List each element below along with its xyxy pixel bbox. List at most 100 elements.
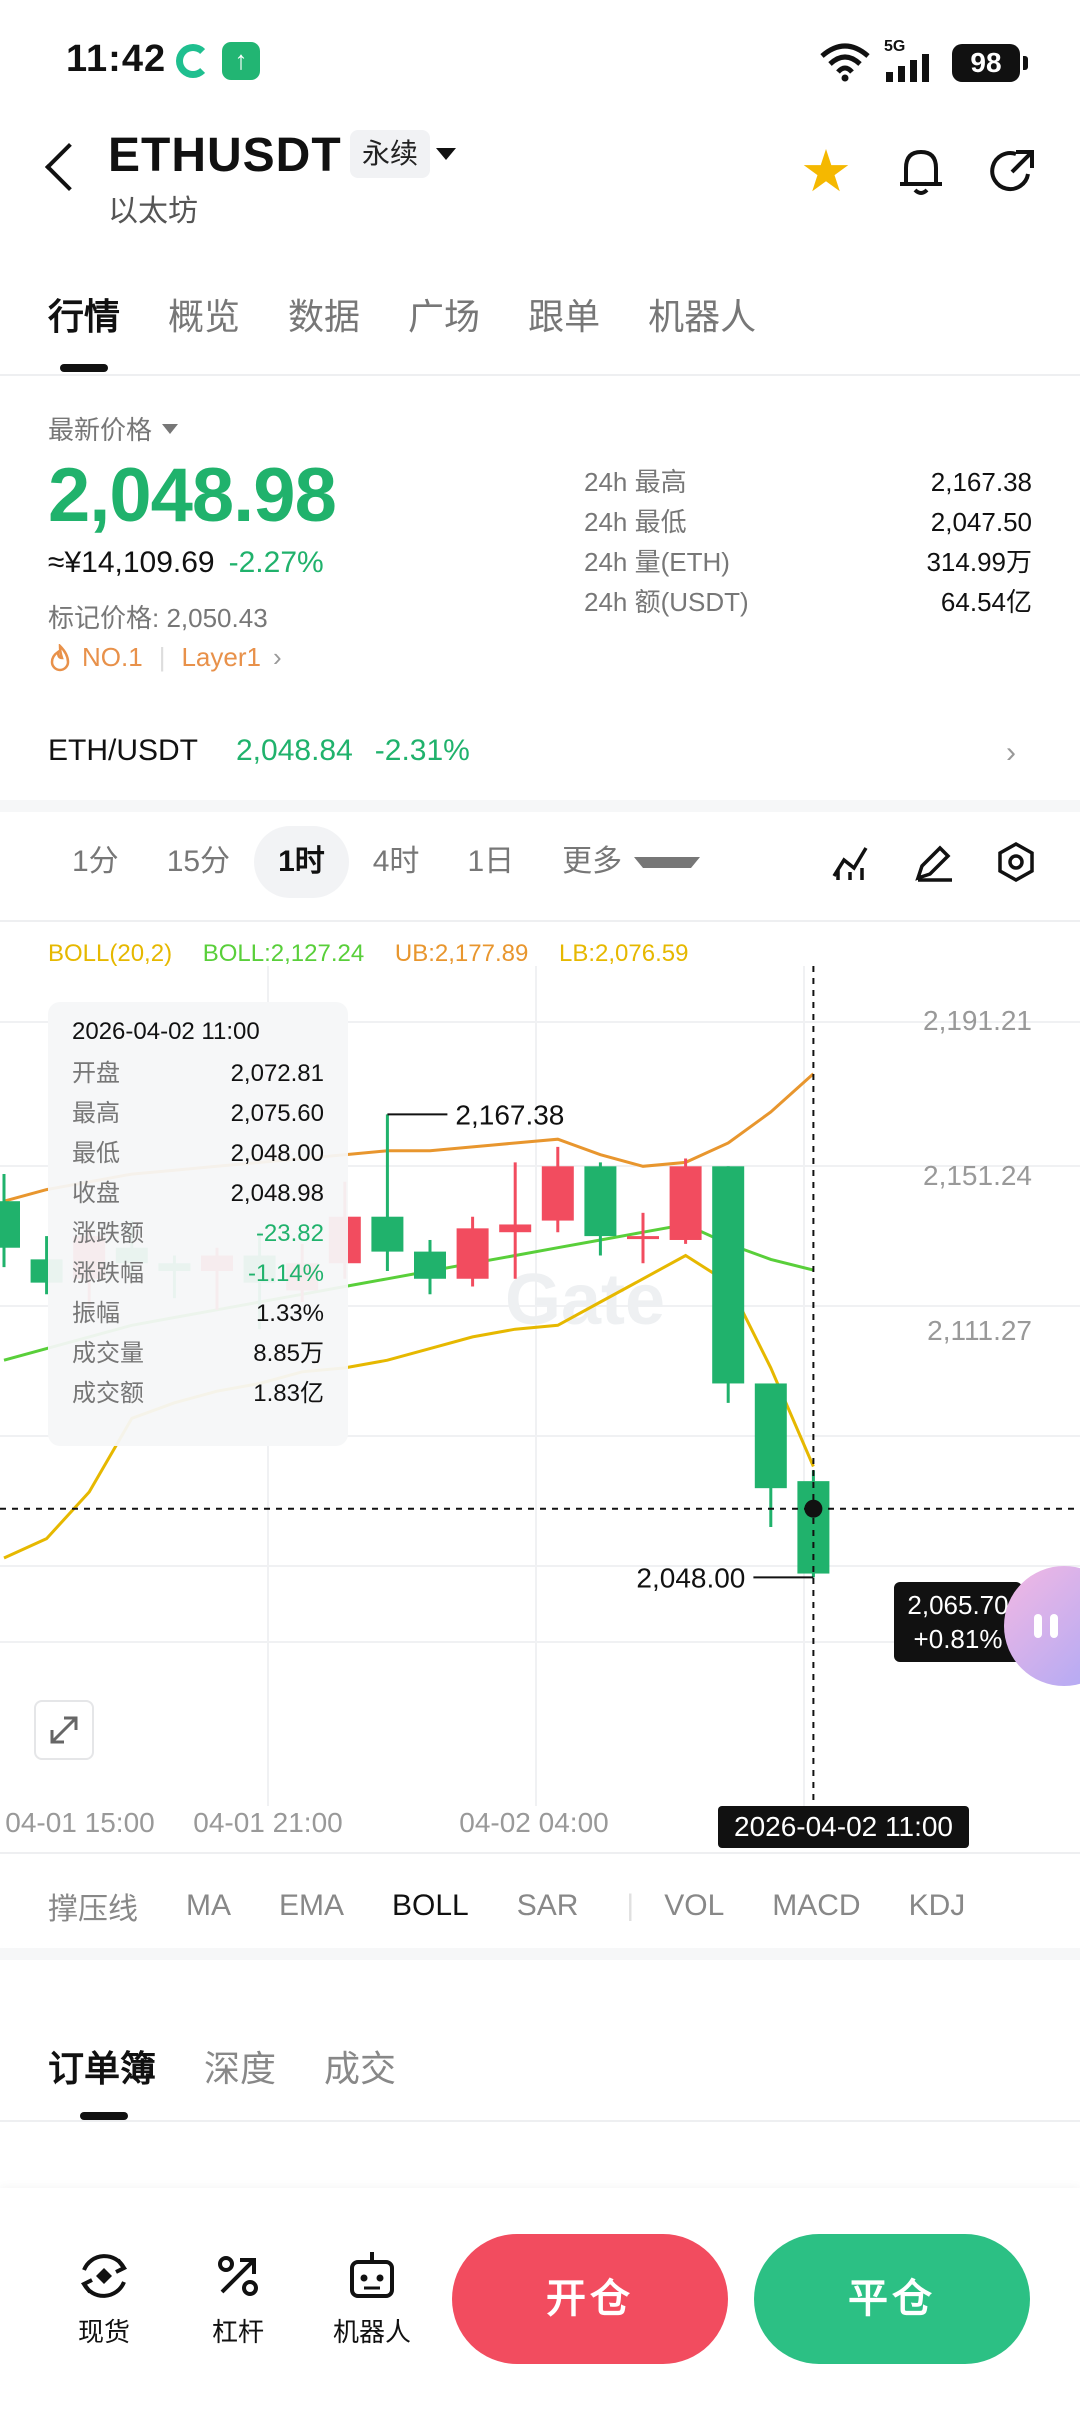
spot-price-row[interactable]: ETH/USDT 2,048.84 -2.31% <box>48 734 1032 768</box>
close-position-button[interactable]: 平仓 <box>754 2234 1030 2364</box>
candle-body <box>584 1166 617 1237</box>
ind-vol[interactable]: VOL <box>664 1889 725 1922</box>
ohlc-key: 开盘 <box>72 1060 120 1087</box>
y-tick-label: 2,111.27 <box>927 1315 1032 1346</box>
tab-data[interactable]: 数据 <box>288 296 361 337</box>
ohlc-value: 2,048.98 <box>230 1180 324 1207</box>
pair-subtitle: 以太坊 <box>108 195 198 228</box>
ohlc-key: 最高 <box>72 1100 120 1127</box>
stat-label: 24h 量(ETH) <box>584 547 730 577</box>
contract-type-badge[interactable]: 永续 <box>350 130 431 178</box>
latest-price-label-text: 最新价格 <box>48 415 153 445</box>
tab-trades[interactable]: 成交 <box>324 2048 397 2089</box>
stat-row: 24h 最高 2,167.38 <box>584 462 1032 502</box>
nav-spot[interactable]: 现货 <box>44 2248 164 2349</box>
pair-title[interactable]: ETHUSDT <box>108 129 342 182</box>
main-tabs: 行情 概览 数据 广场 跟单 机器人 <box>48 288 804 340</box>
chevron-right-icon[interactable]: › <box>1006 736 1016 769</box>
spot-icon <box>80 2254 128 2298</box>
expand-chart-icon[interactable] <box>34 1700 94 1760</box>
crosshair-price: 2,065.70 <box>907 1590 1009 1620</box>
high-marker-label: 2,167.38 <box>455 1099 564 1130</box>
status-bar: 11:42 ↑ 5G 98 <box>0 0 1080 120</box>
back-icon[interactable] <box>44 142 94 192</box>
tag-row[interactable]: NO.1 | Layer1 › <box>48 642 282 673</box>
tab-overview[interactable]: 概览 <box>168 296 241 337</box>
price-cny: ≈¥14,109.69 <box>48 546 215 579</box>
ohlc-key: 涨跌额 <box>72 1220 144 1247</box>
nav-bot-label: 机器人 <box>332 2317 411 2347</box>
ohlc-key: 成交量 <box>72 1340 144 1367</box>
tab-bots[interactable]: 机器人 <box>648 296 757 337</box>
candle-body <box>414 1251 446 1279</box>
chevron-right-icon: › <box>272 642 282 672</box>
rank-tag[interactable]: NO.1 <box>82 642 143 672</box>
divider <box>0 2120 1080 2122</box>
wifi-icon <box>820 43 870 82</box>
latest-price-label[interactable]: 最新价格 <box>48 410 179 447</box>
fire-icon <box>50 643 70 671</box>
x-tick-label: 04-01 21:00 <box>193 1807 342 1838</box>
ohlc-datetime: 2026-04-02 11:00 <box>72 1018 260 1045</box>
ind-support-resistance[interactable]: 撑压线 <box>48 1893 138 1926</box>
ind-sar[interactable]: SAR <box>516 1889 579 1922</box>
caret-down-icon <box>162 423 179 434</box>
boll-legend: BOLL(20,2) BOLL:2,127.24 UB:2,177.89 LB:… <box>48 940 712 968</box>
candlestick-chart[interactable]: Gate 2,191.212,151.242,111.272,031.3304-… <box>0 926 1080 1846</box>
open-position-button[interactable]: 开仓 <box>452 2234 728 2364</box>
spot-pair: ETH/USDT <box>48 734 198 767</box>
tf-more-label: 更多 <box>562 845 623 878</box>
active-tab-indicator <box>80 2112 128 2120</box>
candle-body <box>0 1201 20 1248</box>
favorite-star-icon[interactable]: ★ <box>800 139 852 204</box>
upload-icon: ↑ <box>222 42 260 80</box>
share-icon[interactable] <box>986 146 1038 198</box>
pair-dropdown-icon[interactable] <box>436 148 456 160</box>
nav-margin[interactable]: 杠杆 <box>178 2248 298 2349</box>
status-time: 11:42 <box>66 38 167 80</box>
tf-4h[interactable]: 4时 <box>372 845 420 878</box>
ind-ma[interactable]: MA <box>186 1889 231 1922</box>
ind-boll[interactable]: BOLL <box>392 1889 469 1922</box>
ohlc-row: 涨跌幅 -1.14% <box>72 1254 324 1294</box>
tab-square[interactable]: 广场 <box>408 296 481 337</box>
ohlc-row: 振幅 1.33% <box>72 1294 324 1334</box>
tf-more[interactable]: 更多 <box>538 826 724 898</box>
crosshair-dot <box>804 1499 823 1518</box>
tab-copy-trading[interactable]: 跟单 <box>528 296 601 337</box>
tf-1h[interactable]: 1时 <box>254 826 349 898</box>
ohlc-row: 最低 2,048.00 <box>72 1134 324 1174</box>
draw-pen-icon[interactable] <box>915 845 952 882</box>
candle-body <box>499 1224 532 1233</box>
sync-icon <box>176 44 210 78</box>
tf-15m[interactable]: 15分 <box>166 845 231 878</box>
tf-1d[interactable]: 1日 <box>467 845 515 878</box>
tab-depth[interactable]: 深度 <box>204 2048 277 2089</box>
divider <box>0 920 1080 922</box>
indicator-tabs: 撑压线 MA EMA BOLL SAR | VOL MACD KDJ <box>48 1884 1013 1928</box>
ohlc-value: -1.14% <box>247 1260 324 1287</box>
candle-body <box>669 1166 702 1240</box>
category-tag[interactable]: Layer1 <box>181 642 261 672</box>
stat-value: 2,167.38 <box>930 467 1032 497</box>
bell-icon[interactable] <box>896 146 946 198</box>
stat-row: 24h 量(ETH) 314.99万 <box>584 542 1032 582</box>
orderbook-tabs: 订单簿 深度 成交 <box>48 2040 444 2092</box>
settings-icon[interactable] <box>998 841 1034 883</box>
indicator-icon[interactable] <box>832 847 868 880</box>
price-cny-row: ≈¥14,109.69 -2.27% <box>48 546 324 580</box>
crosshair <box>0 966 1080 1806</box>
tab-orderbook[interactable]: 订单簿 <box>48 2048 157 2089</box>
ind-ema[interactable]: EMA <box>279 1889 345 1922</box>
ind-kdj[interactable]: KDJ <box>908 1889 966 1922</box>
tf-1m[interactable]: 1分 <box>72 845 119 878</box>
nav-bot[interactable]: 机器人 <box>312 2248 432 2349</box>
network-type: 5G <box>884 38 906 55</box>
crosshair-pct: +0.81% <box>913 1624 1003 1654</box>
tab-market[interactable]: 行情 <box>48 296 121 337</box>
section-gap <box>0 1948 1080 1960</box>
caret-down-icon <box>634 856 701 868</box>
ind-macd[interactable]: MACD <box>772 1889 861 1922</box>
ohlc-value: 2,048.00 <box>230 1140 324 1167</box>
ind-separator: | <box>626 1889 635 1922</box>
